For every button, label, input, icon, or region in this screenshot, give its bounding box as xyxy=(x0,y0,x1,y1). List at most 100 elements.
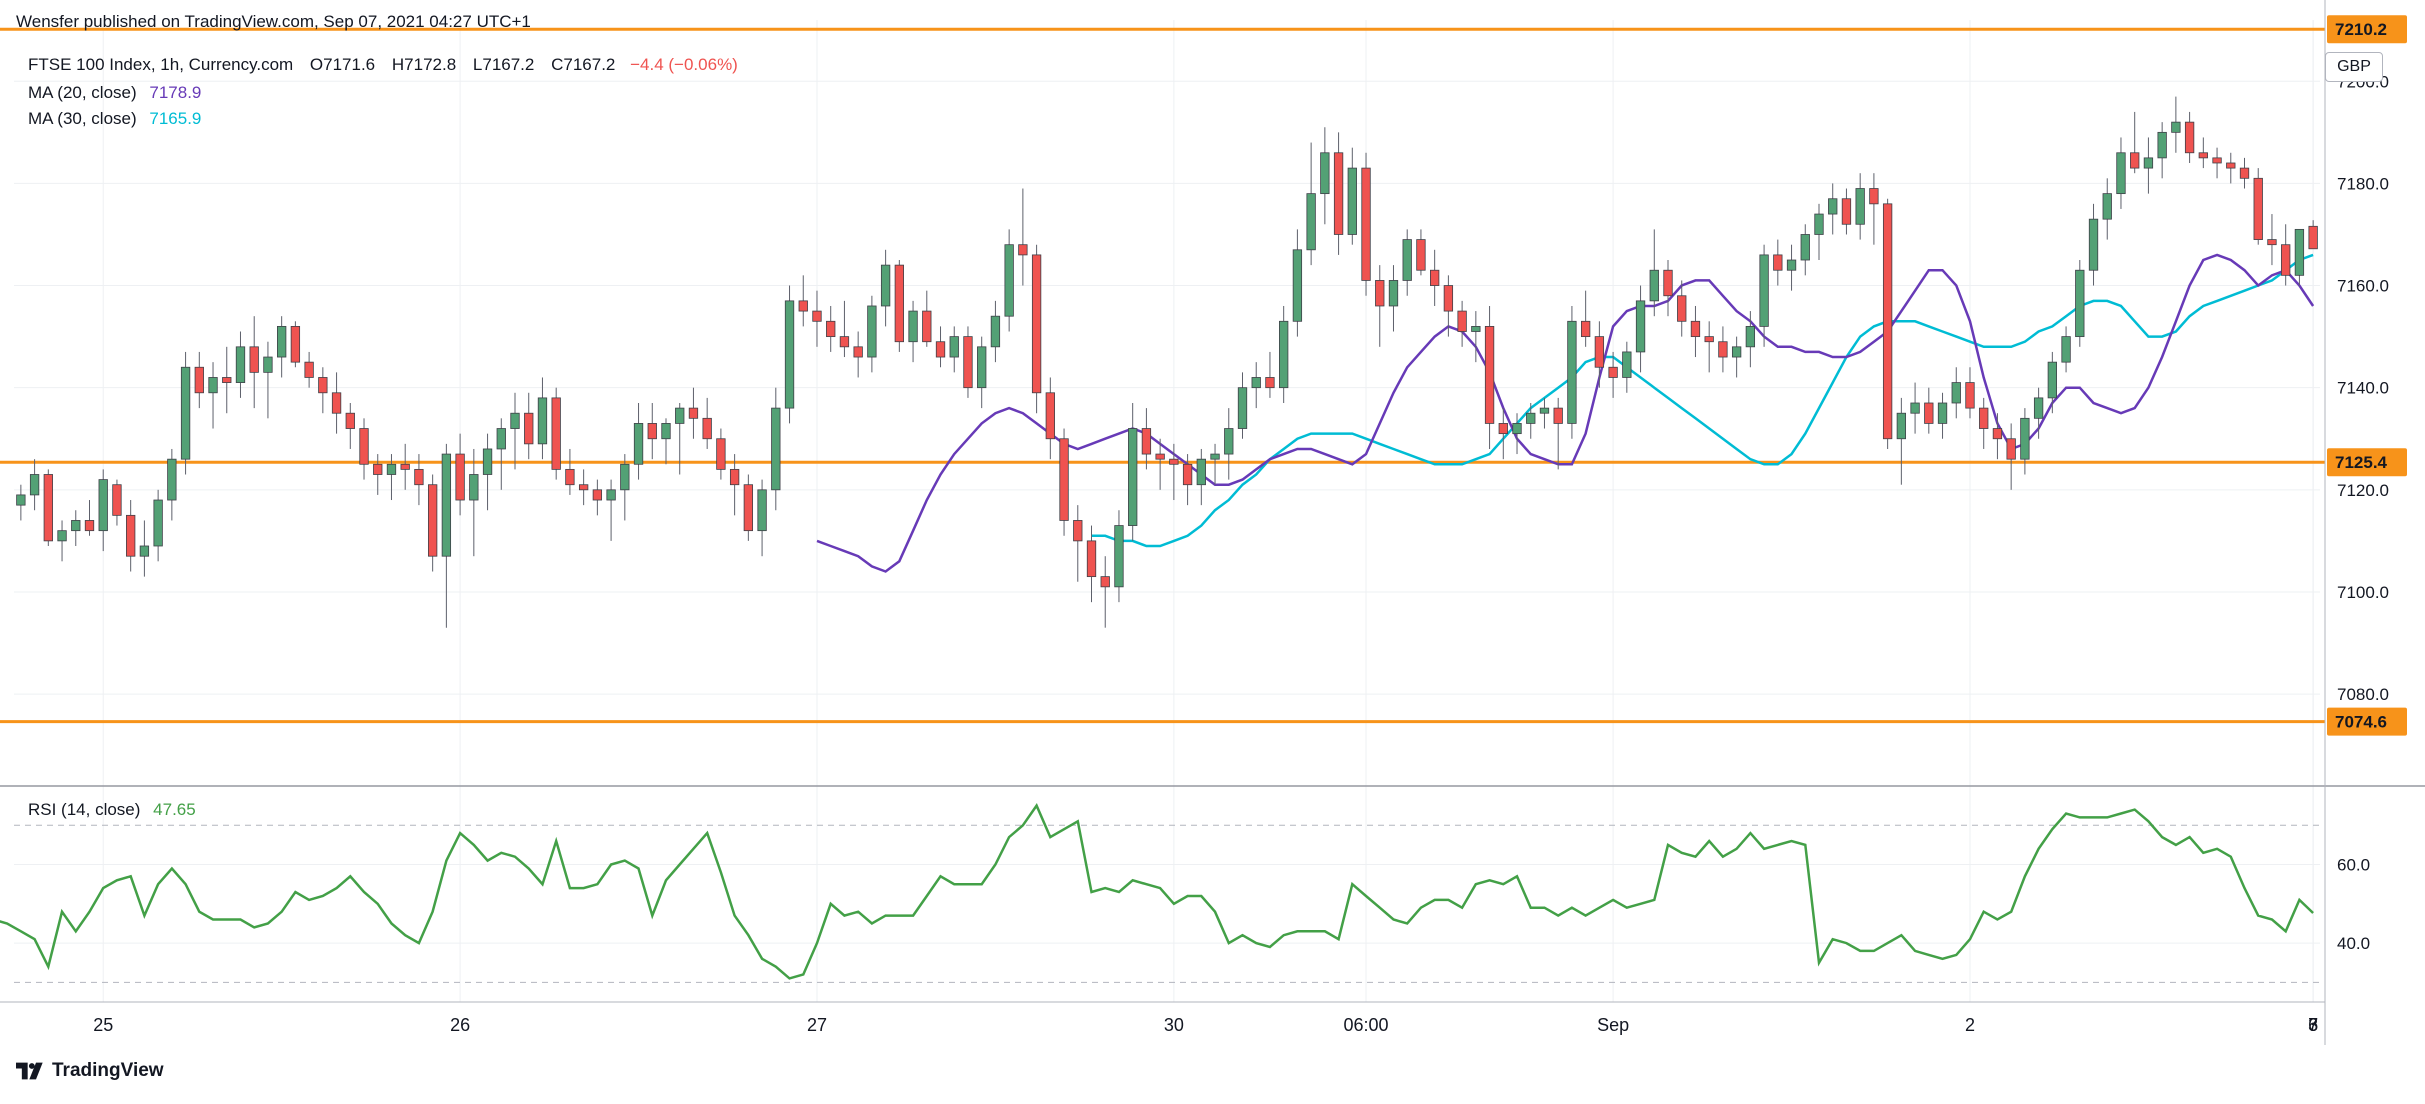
candle-body-up xyxy=(1622,351,1632,378)
candle xyxy=(1663,260,1673,317)
candle xyxy=(1182,454,1193,506)
candle-body-down xyxy=(1169,458,1179,465)
candle xyxy=(647,403,657,460)
candle-body-down xyxy=(194,366,204,394)
candle-body-down xyxy=(1965,382,1975,409)
candle xyxy=(167,448,177,521)
close-value: C7167.2 xyxy=(551,55,616,74)
candle-body-up xyxy=(620,463,630,491)
candle xyxy=(771,387,781,511)
moving-averages xyxy=(816,253,2315,573)
candle-body-up xyxy=(1320,152,1330,195)
candle-body-down xyxy=(1375,280,1385,307)
candle-body-up xyxy=(1402,239,1412,281)
candle xyxy=(1100,556,1110,628)
candle xyxy=(922,290,932,347)
candle-body-down xyxy=(716,438,726,470)
level-price-tag xyxy=(2327,15,2407,44)
candle-body-down xyxy=(2281,244,2291,276)
candle-body-up xyxy=(2294,228,2305,276)
candle xyxy=(565,448,575,495)
candle xyxy=(949,326,959,373)
candle-body-down xyxy=(2130,152,2140,169)
candle-body-up xyxy=(1196,458,1206,486)
candle xyxy=(963,326,973,398)
candle xyxy=(2088,203,2099,286)
candle-body-up xyxy=(1388,280,1399,307)
symbol-label[interactable]: FTSE 100 Index, 1h, Currency.com xyxy=(28,55,294,74)
candle xyxy=(743,474,754,541)
candle-body-up xyxy=(1896,412,1907,440)
price-tick-label: 7140.0 xyxy=(2337,379,2389,398)
candle-body-up xyxy=(606,489,616,501)
rsi-tick-label: 40.0 xyxy=(2337,934,2370,953)
candle-body-up xyxy=(633,423,644,465)
candle-body-down xyxy=(1265,377,1275,389)
candle xyxy=(1333,132,1344,255)
candle xyxy=(496,418,506,490)
candle xyxy=(16,484,26,521)
candle xyxy=(84,500,95,536)
candle-body-up xyxy=(1539,407,1550,414)
candle-body-up xyxy=(661,423,671,440)
candle-body-down xyxy=(331,392,342,414)
candle-body-down xyxy=(318,377,328,394)
candle xyxy=(98,469,108,552)
ma30-legend[interactable]: MA (30, close) 7165.9 xyxy=(28,109,201,129)
candle-body-up xyxy=(949,336,959,358)
candle xyxy=(2143,137,2154,194)
candle-body-down xyxy=(688,407,699,419)
candle xyxy=(2075,260,2085,347)
candle-body-down xyxy=(2267,239,2277,246)
candle-body-up xyxy=(235,346,246,383)
candle xyxy=(2239,157,2250,189)
candle-body-down xyxy=(1979,407,1989,429)
ma30-line xyxy=(1091,253,2314,548)
ma20-legend[interactable]: MA (20, close) 7178.9 xyxy=(28,83,201,103)
candle xyxy=(1347,147,1357,245)
candle xyxy=(702,397,712,449)
candle xyxy=(1608,351,1618,398)
candle xyxy=(1924,387,1934,434)
candle-body-up xyxy=(2061,336,2071,363)
ohlc-legend: FTSE 100 Index, 1h, Currency.com O7171.6… xyxy=(28,55,738,75)
candle-body-up xyxy=(784,300,795,409)
candle xyxy=(1704,321,1714,373)
candle-body-up xyxy=(1951,382,1961,404)
ma30-label: MA (30, close) xyxy=(28,109,137,128)
candle-body-down xyxy=(373,463,383,475)
candle xyxy=(304,351,314,388)
candle-body-up xyxy=(1251,377,1261,389)
currency-button[interactable]: GBP xyxy=(2325,52,2383,82)
candle-body-up xyxy=(208,377,218,394)
candle-body-down xyxy=(743,484,754,532)
high-value: H7172.8 xyxy=(391,55,457,74)
tradingview-brand[interactable]: TradingView xyxy=(16,1060,164,1082)
candle xyxy=(1937,392,1948,439)
candle xyxy=(537,377,548,460)
candle-body-down xyxy=(1443,285,1454,312)
candle-body-up xyxy=(469,474,479,501)
candle-body-down xyxy=(894,264,904,343)
candle-body-down xyxy=(1155,453,1165,460)
time-tick-label: 27 xyxy=(807,1015,827,1035)
candle-body-down xyxy=(43,474,53,542)
candle-body-down xyxy=(2253,177,2263,240)
candle-body-down xyxy=(222,377,232,383)
price-tick-label: 7080.0 xyxy=(2337,685,2389,704)
candle-body-down xyxy=(400,463,410,470)
candle-body-down xyxy=(1457,310,1467,332)
candle xyxy=(1567,305,1577,439)
candle-body-down xyxy=(1416,239,1426,271)
candle xyxy=(1375,265,1385,347)
candle xyxy=(2267,214,2277,266)
candle-body-up xyxy=(1279,320,1289,389)
candle-body-up xyxy=(1306,193,1316,251)
candle xyxy=(1896,397,1907,485)
rsi-legend[interactable]: RSI (14, close) 47.65 xyxy=(28,800,196,820)
candle-body-up xyxy=(1526,412,1536,424)
candle xyxy=(1580,290,1591,347)
candle xyxy=(1224,408,1234,480)
candle xyxy=(1128,403,1138,541)
candle xyxy=(2308,220,2318,250)
